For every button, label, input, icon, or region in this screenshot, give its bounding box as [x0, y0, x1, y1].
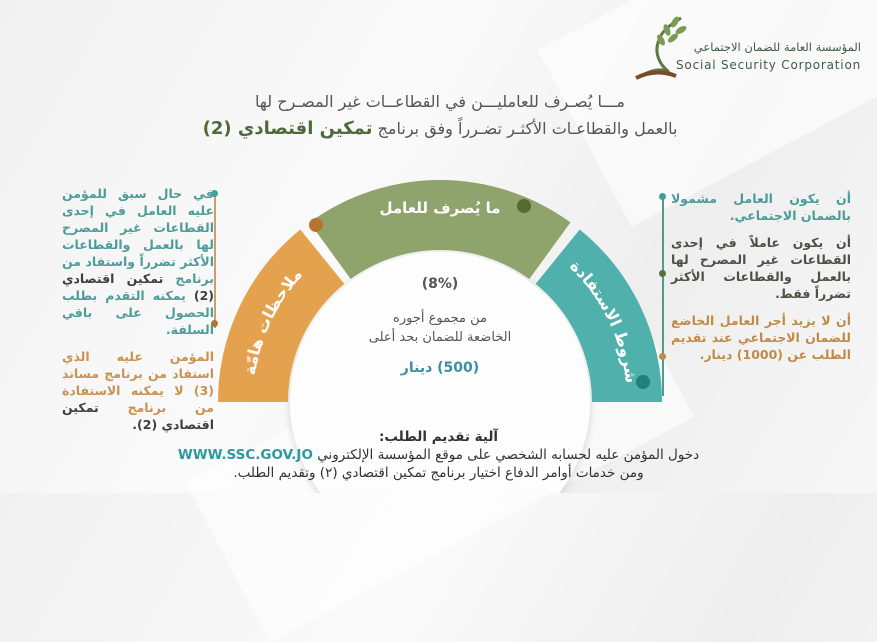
footer-heading: آلية تقديم الطلب: — [378, 429, 499, 445]
note-2-text: المؤمن عليه الذي استفاد من برنامج مساند … — [62, 349, 214, 415]
gauge-percent: (8%) — [422, 276, 459, 292]
note-2-program: تمكين اقتصادي (2). — [62, 400, 214, 432]
note-1-tail: يمكنه التقدم بطلب الحصول على باقي السلفة… — [62, 288, 214, 337]
gauge-inner-circle — [290, 252, 590, 493]
bullet-dot-icon — [659, 270, 666, 277]
gauge-desc-1: من مجموع أجوره — [393, 309, 487, 326]
gauge-max-amount: (500) دينار — [400, 360, 479, 376]
ssc-logo: المؤسسة العامة للضمان الاجتماعي Social S… — [631, 10, 861, 80]
bullet-dot-icon — [211, 320, 218, 327]
title-line-2-text: بالعمل والقطاعـات الأكثـر تضـرراً وفق بر… — [377, 119, 678, 138]
payment-dot-icon — [517, 199, 531, 213]
condition-2: أن يكون عاملاً في إحدى القطاعات غير المص… — [671, 235, 851, 301]
footer-line-1: دخول المؤمن عليه لحسابه الشخصي على موقع … — [40, 446, 837, 464]
bullet-dot-icon — [211, 190, 218, 197]
notes-timeline — [214, 193, 216, 328]
conditions-dot-icon — [636, 375, 650, 389]
logo-arabic-text: المؤسسة العامة للضمان الاجتماعي — [693, 40, 861, 54]
olive-branch-icon — [635, 16, 687, 80]
note-1-program: تمكين اقتصادي (2) — [62, 271, 214, 303]
program-name: تمكين اقتصادي (2) — [202, 118, 373, 139]
footer-line-2: ومن خدمات أوامر الدفاع اختيار برنامج تمك… — [233, 465, 644, 481]
segment-label-payment: ما يُصرف للعامل — [379, 199, 500, 217]
segment-payment — [309, 179, 571, 280]
segment-notes — [218, 229, 345, 402]
note-1: في حال سبق للمؤمن عليه العامل في إحدى ال… — [62, 185, 214, 338]
note-1-text: في حال سبق للمؤمن عليه العامل في إحدى ال… — [62, 186, 214, 286]
application-footer: آلية تقديم الطلب: دخول المؤمن عليه لحساب… — [40, 428, 837, 482]
condition-3: أن لا يزيد أجر العامل الخاضع للضمان الاج… — [671, 313, 851, 362]
logo-english-text: Social Security Corporation — [676, 58, 861, 72]
segment-conditions — [535, 229, 662, 402]
notes-dot-icon — [309, 218, 323, 232]
title-line-1: مـــا يُصـرف للعامليـــن في القطاعــات غ… — [255, 92, 625, 111]
gauge: ملاحظات هامّة ما يُصرف للعامل شروط الاست… — [218, 179, 662, 493]
bullet-dot-icon — [659, 193, 666, 200]
note-2: المؤمن عليه الذي استفاد من برنامج مساند … — [62, 348, 214, 433]
bullet-dot-icon — [659, 353, 666, 360]
conditions-list: أن يكون العامل مشمولا بالضمان الاجتماعي.… — [671, 190, 851, 363]
notes-list: في حال سبق للمؤمن عليه العامل في إحدى ال… — [62, 185, 214, 433]
gauge-desc-2: الخاضعة للضمان بحد أعلى — [369, 328, 512, 345]
website-link[interactable]: WWW.SSC.GOV.JO — [177, 447, 313, 463]
conditions-timeline — [662, 196, 664, 396]
title-line-2: بالعمل والقطاعـات الأكثـر تضـرراً وفق بر… — [160, 118, 720, 139]
footer-line-1-text: دخول المؤمن عليه لحسابه الشخصي على موقع … — [317, 447, 700, 463]
condition-1: أن يكون العامل مشمولا بالضمان الاجتماعي. — [671, 191, 851, 223]
